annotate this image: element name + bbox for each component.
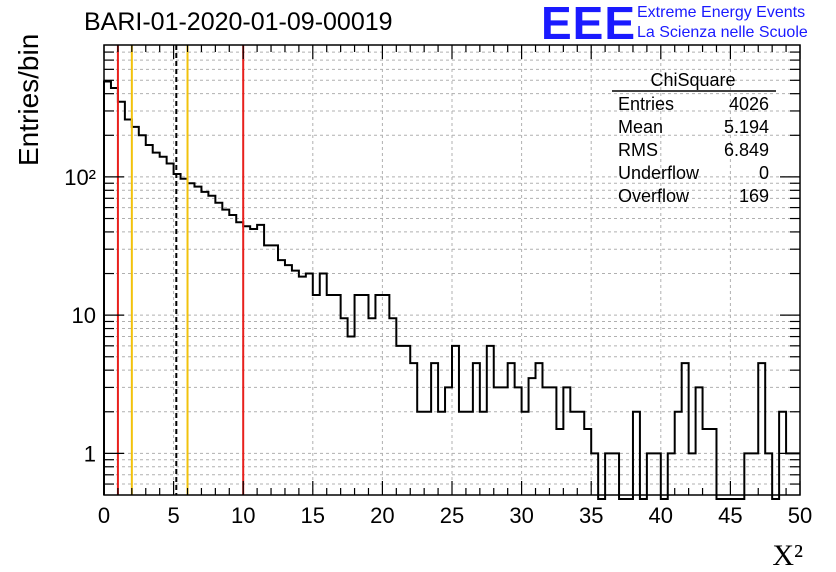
histogram-bin <box>563 387 570 495</box>
histogram-bin <box>549 387 556 495</box>
histogram-bin <box>313 295 320 495</box>
histogram-bin <box>382 295 389 495</box>
histogram-bin <box>362 295 369 495</box>
histogram-bin <box>104 82 111 495</box>
stats-title: ChiSquare <box>650 70 735 90</box>
x-tick-label: 10 <box>231 503 255 528</box>
histogram-bin <box>118 102 125 495</box>
histogram-bin <box>306 274 313 495</box>
x-tick-label: 40 <box>649 503 673 528</box>
histogram-bin <box>529 378 536 495</box>
histogram-bin <box>257 225 264 495</box>
x-tick-label: 45 <box>718 503 742 528</box>
axis-ticks <box>103 45 801 495</box>
y-tick-labels: 1 10 10² <box>64 165 96 466</box>
x-tick-label: 25 <box>440 503 464 528</box>
histogram-bin <box>222 210 229 495</box>
logo-subtitle-1: Extreme Energy Events <box>637 4 806 21</box>
histogram-bin <box>299 277 306 495</box>
reference-lines <box>116 45 245 495</box>
histogram-bin <box>355 295 362 495</box>
histogram-bin <box>285 265 292 495</box>
stats-label: Overflow <box>618 186 690 206</box>
histogram-bin <box>348 337 355 495</box>
histogram-bin <box>153 153 160 495</box>
stats-label: Entries <box>618 94 674 114</box>
histogram-bin <box>132 127 139 495</box>
histogram-bin <box>542 387 549 495</box>
histogram-bin <box>201 192 208 495</box>
histogram-bin <box>243 226 250 495</box>
histogram-bin <box>389 318 396 495</box>
x-tick-label: 35 <box>579 503 603 528</box>
x-tick-label: 50 <box>788 503 812 528</box>
run-title: BARI-01-2020-01-09-00019 <box>84 8 393 36</box>
stats-label: Mean <box>618 117 663 137</box>
x-tick-label: 15 <box>301 503 325 528</box>
y-tick-label: 10 <box>72 303 96 328</box>
histogram-bin <box>368 318 375 495</box>
histogram-bin <box>710 429 717 495</box>
histogram-bin <box>188 183 195 495</box>
histogram-bin <box>167 164 174 495</box>
histogram-bin <box>125 120 132 495</box>
histogram-bin <box>403 346 410 495</box>
histogram-bin <box>111 88 118 495</box>
histogram-bin <box>375 295 382 495</box>
x-tick-label: 0 <box>98 503 110 528</box>
histogram-bin <box>487 346 494 495</box>
histogram-bin <box>292 271 299 495</box>
histogram-bin <box>445 387 452 495</box>
histogram-bin <box>320 274 327 495</box>
stats-value: 169 <box>739 186 769 206</box>
histogram-bin <box>501 387 508 495</box>
y-tick-label: 10² <box>64 165 96 190</box>
stats-value: 6.849 <box>724 140 769 160</box>
histogram-bin <box>194 187 201 495</box>
histogram-bin <box>696 387 703 495</box>
logo-subtitle-2: La Scienza nelle Scuole <box>637 24 808 41</box>
histogram-bin <box>236 222 243 495</box>
stats-value: 4026 <box>729 94 769 114</box>
histogram-bin <box>494 387 501 495</box>
histogram-bin <box>515 387 522 495</box>
histogram-bin <box>556 429 563 495</box>
eee-logo: EEE <box>541 0 637 49</box>
histogram-bin <box>341 318 348 495</box>
histogram-series <box>103 80 800 500</box>
histogram-bin <box>215 203 222 495</box>
histogram-outline <box>103 80 800 500</box>
histogram-bin <box>452 346 459 495</box>
stats-label: RMS <box>618 140 658 160</box>
histogram-bin <box>584 429 591 495</box>
x-tick-label: 20 <box>370 503 394 528</box>
stats-label: Underflow <box>618 163 700 183</box>
x-tick-label: 30 <box>509 503 533 528</box>
histogram-bin <box>703 429 710 495</box>
x-tick-label: 5 <box>167 503 179 528</box>
histogram-bin <box>250 229 257 495</box>
stats-value: 0 <box>759 163 769 183</box>
stats-value: 5.194 <box>724 117 769 137</box>
histogram-bin <box>396 346 403 495</box>
histogram-bin <box>146 145 153 495</box>
histogram-bin <box>334 295 341 495</box>
x-tick-labels: 0 5 10 15 20 25 30 35 40 45 50 <box>98 503 812 528</box>
x-axis-label: X² <box>772 539 803 572</box>
stats-box: ChiSquare Entries 4026 Mean 5.194 RMS 6.849 Un… <box>612 70 776 206</box>
histogram-bin <box>327 295 334 495</box>
y-tick-label: 1 <box>84 441 96 466</box>
